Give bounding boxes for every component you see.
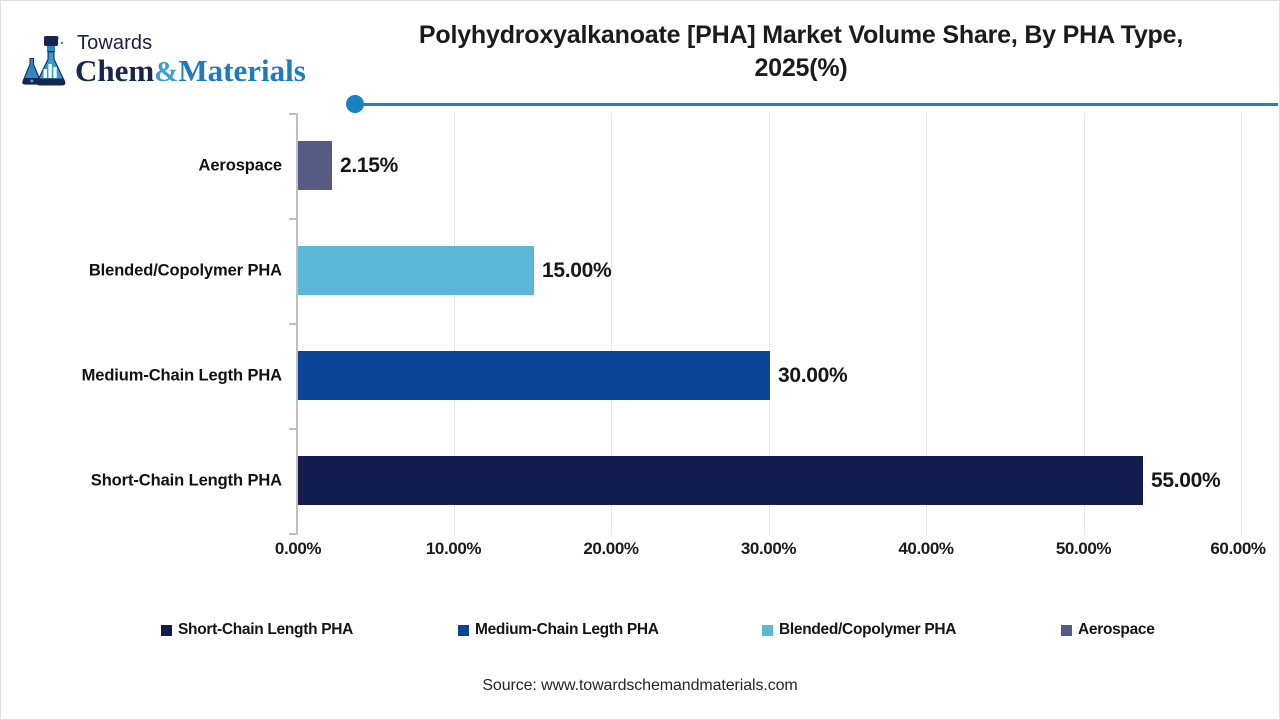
plot-area: Aerospace 2.15% Blended/Copolymer PHA 15… <box>82 113 1266 558</box>
brand-logo: Towards Chem&Materials <box>19 29 359 91</box>
bar-blended-copolymer-pha[interactable]: Blended/Copolymer PHA 15.00% <box>89 246 612 295</box>
category-label-short-chain-length-pha: Short-Chain Length PHA <box>90 471 282 489</box>
gridline <box>926 113 927 535</box>
gridline <box>768 113 770 535</box>
legend-swatch-aerospace <box>1061 624 1072 636</box>
legend-item-medium-chain-length-pha[interactable]: Medium-Chain Legth PHA <box>458 621 659 639</box>
legend-swatch-medium-chain-length-pha <box>458 624 469 636</box>
legend-item-aerospace[interactable]: Aerospace <box>1061 621 1155 639</box>
y-axis-tick <box>289 113 296 115</box>
value-label-medium-chain-length-pha: 30.00% <box>778 363 848 387</box>
bar-medium-chain-length-pha[interactable]: Medium-Chain Legth PHA 30.00% <box>82 351 848 400</box>
logo-ampersand: & <box>154 55 179 88</box>
legend-swatch-blended-copolymer-pha <box>762 624 773 636</box>
x-axis-tick-label: 60.00% <box>1210 539 1266 558</box>
category-label-aerospace: Aerospace <box>198 156 283 174</box>
legend-label-aerospace: Aerospace <box>1078 621 1155 638</box>
gridline <box>1241 113 1242 535</box>
y-axis-line <box>296 113 298 535</box>
x-axis-tick-label: 50.00% <box>1055 539 1112 558</box>
x-axis-tick-label: 30.00% <box>740 539 797 558</box>
legend-swatch-short-chain-length-pha <box>161 624 172 636</box>
legend-item-short-chain-length-pha[interactable]: Short-Chain Length PHA <box>161 621 353 639</box>
flask-icon <box>22 36 66 86</box>
chart-legend: Short-Chain Length PHA Medium-Chain Legt… <box>161 621 1171 643</box>
y-axis-tick <box>289 533 296 535</box>
gridline <box>611 113 612 535</box>
y-axis-tick <box>289 428 296 430</box>
chart-title: Polyhydroxyalkanoate [PHA] Market Volume… <box>418 21 1184 82</box>
divider-node-dot <box>346 95 364 113</box>
value-label-blended-copolymer-pha: 15.00% <box>542 258 612 282</box>
x-axis-tick-label: 0.00% <box>274 539 322 558</box>
source-attribution: Source: www.towardschemandmaterials.com <box>482 677 798 694</box>
legend-label-blended-copolymer-pha: Blended/Copolymer PHA <box>779 621 957 638</box>
logo-word-materials: Materials <box>178 52 306 88</box>
bar-aerospace[interactable]: Aerospace 2.15% <box>199 141 398 190</box>
legend-label-medium-chain-length-pha: Medium-Chain Legth PHA <box>475 621 659 638</box>
y-axis-tick <box>289 218 296 220</box>
logo-line-towards: Towards <box>77 31 153 54</box>
header-divider <box>346 95 1278 113</box>
x-axis-tick-label: 20.00% <box>583 539 639 558</box>
value-label-aerospace: 2.15% <box>340 153 399 177</box>
gridline <box>1083 113 1085 535</box>
category-label-blended-copolymer-pha: Blended/Copolymer PHA <box>88 261 282 279</box>
x-axis-tick-label: 10.00% <box>425 539 482 558</box>
gridline <box>453 113 455 535</box>
logo-line-chem-materials: Chem&Materials <box>75 52 306 88</box>
x-axis-tick-label: 40.00% <box>898 539 954 558</box>
legend-item-blended-copolymer-pha[interactable]: Blended/Copolymer PHA <box>762 621 956 639</box>
legend-label-short-chain-length-pha: Short-Chain Length PHA <box>178 621 354 638</box>
value-label-short-chain-length-pha: 55.00% <box>1151 468 1221 492</box>
logo-word-chem: Chem <box>75 52 155 88</box>
category-label-medium-chain-length-pha: Medium-Chain Legth PHA <box>81 366 282 384</box>
y-axis-tick <box>289 323 296 325</box>
logo-wordmark: Towards Chem&Materials <box>75 33 306 88</box>
divider-line <box>356 103 1278 106</box>
bar-short-chain-length-pha[interactable]: Short-Chain Length PHA 55.00% <box>91 456 1221 505</box>
